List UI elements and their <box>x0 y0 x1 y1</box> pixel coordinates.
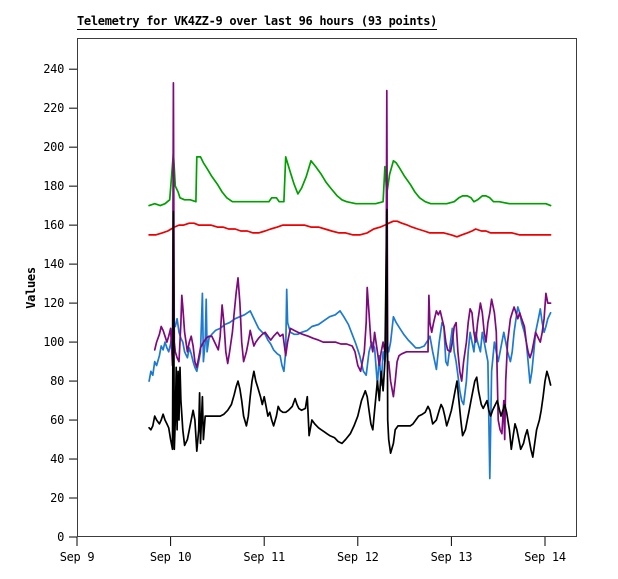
series-green-line <box>148 152 552 207</box>
x-tick-label: Sep 9 <box>60 550 95 564</box>
y-tick-label: 100 <box>43 335 64 349</box>
y-tick-label: 200 <box>43 140 64 154</box>
y-tick-label: 0 <box>57 530 64 544</box>
x-tick-label: Sep 12 <box>337 550 379 564</box>
series-purple-line <box>153 81 552 441</box>
series-blue-line <box>148 288 552 480</box>
series-black-line <box>148 208 552 458</box>
x-tick-label: Sep 10 <box>150 550 192 564</box>
y-tick-label: 220 <box>43 101 64 115</box>
plot-border <box>77 38 577 537</box>
y-tick-label: 40 <box>50 452 64 466</box>
y-tick-label: 240 <box>43 62 64 76</box>
y-tick-label: 160 <box>43 218 64 232</box>
x-tick-label: Sep 14 <box>524 550 566 564</box>
y-tick-label: 20 <box>50 491 64 505</box>
x-tick-label: Sep 11 <box>243 550 285 564</box>
series-red-line <box>148 220 552 238</box>
x-tick-label: Sep 13 <box>431 550 473 564</box>
y-tick-label: 180 <box>43 179 64 193</box>
y-tick-label: 120 <box>43 296 64 310</box>
chart-title: Telemetry for VK4ZZ-9 over last 96 hours… <box>77 14 438 30</box>
y-tick-label: 140 <box>43 257 64 271</box>
y-tick-label: 80 <box>50 374 64 388</box>
y-tick-label: 60 <box>50 413 64 427</box>
